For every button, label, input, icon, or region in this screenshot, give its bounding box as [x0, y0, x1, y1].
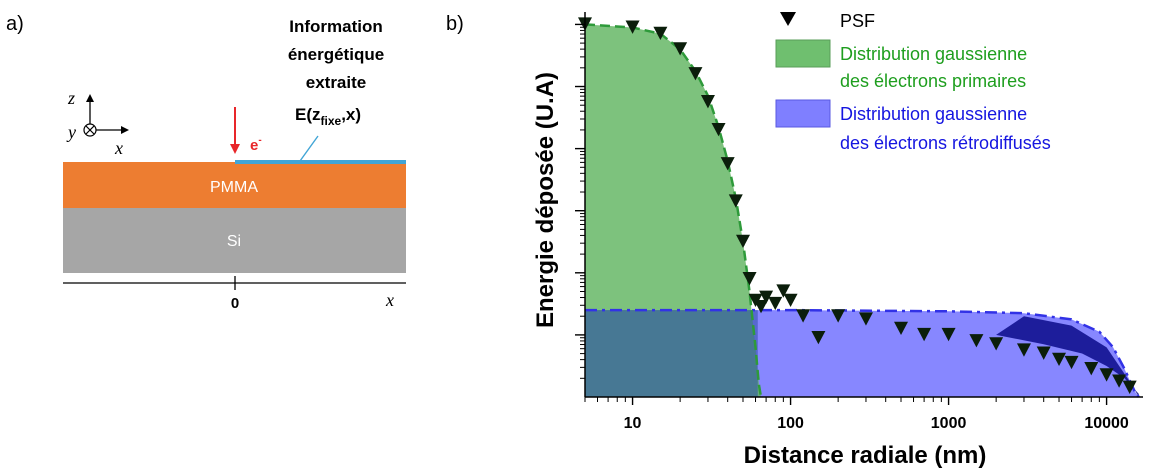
psf-marker	[1122, 380, 1137, 394]
psf-marker	[796, 309, 811, 323]
psf-marker	[917, 327, 932, 342]
psf-marker	[1016, 343, 1031, 357]
x-tick-label: 10000	[1084, 415, 1129, 432]
info-line-2: énergétique	[288, 45, 384, 64]
callout-line	[299, 135, 319, 162]
triad-z-label: z	[67, 88, 75, 108]
triad-y-cross-b	[85, 125, 95, 135]
psf-marker	[759, 290, 774, 304]
panel-a: a) Information énergétique extraite E(zf…	[6, 13, 406, 312]
triad-x-arrowhead	[121, 126, 129, 134]
psf-marker	[941, 327, 956, 342]
legend-primary-swatch	[775, 39, 831, 68]
area-primary	[585, 24, 761, 398]
legend-psf-marker	[780, 12, 796, 26]
si-layer	[63, 208, 406, 273]
psf-marker	[783, 293, 798, 308]
area-overlap	[585, 310, 758, 397]
plot-area	[578, 17, 1140, 398]
psf-marker	[989, 337, 1004, 351]
psf-marker	[894, 321, 909, 335]
beam-label: e-	[250, 135, 262, 154]
psf-marker	[625, 20, 640, 34]
psf-marker	[688, 67, 703, 81]
psf-marker	[1036, 346, 1051, 360]
panel-b: b) 10 100 1000 10000 Distance radiale (nm) …	[446, 11, 1143, 469]
legend-psf-label: PSF	[840, 11, 875, 31]
psf-marker	[1052, 352, 1067, 367]
psf-marker	[811, 331, 826, 345]
psf-marker	[858, 312, 873, 326]
psf-marker	[728, 194, 743, 208]
area-tail-dense	[996, 316, 1139, 397]
position-axis-label: x	[385, 290, 394, 310]
psf-marker	[720, 157, 735, 171]
x-tick-label: 100	[777, 415, 804, 432]
psf-marker	[1099, 368, 1114, 382]
psf-marker	[1064, 355, 1079, 370]
pmma-layer	[63, 162, 406, 208]
psf-marker	[742, 272, 757, 286]
psf-marker	[653, 26, 668, 41]
psf-marker	[1084, 362, 1099, 376]
fit-curve-backscattered	[585, 308, 1140, 398]
legend-primary-label-2: des électrons primaires	[840, 71, 1026, 91]
psf-marker	[700, 95, 715, 109]
triad-z-arrowhead	[86, 94, 94, 102]
psf-marker	[673, 42, 688, 56]
y-axis-ticks	[575, 23, 585, 379]
triad-y-label: y	[66, 122, 76, 142]
psf-marker	[1112, 374, 1127, 388]
psf-marker	[831, 309, 846, 323]
x-tick-label: 10	[624, 415, 642, 432]
panel-a-label: a)	[6, 13, 24, 35]
chart-fit-curves	[584, 23, 1140, 398]
legend-backscattered-label-2: des électrons rétrodiffusés	[840, 133, 1051, 153]
info-line-3: extraite	[306, 73, 366, 92]
legend-primary-label-1: Distribution gaussienne	[840, 44, 1027, 64]
panel-b-label: b)	[446, 13, 464, 35]
y-axis-title: Energie déposée (U.A)	[532, 72, 559, 328]
psf-marker	[768, 296, 783, 311]
x-axis-title: Distance radiale (nm)	[744, 442, 987, 469]
psf-marker	[969, 334, 984, 348]
origin-label: 0	[231, 295, 239, 312]
psf-marker	[754, 299, 769, 314]
x-tick-label: 1000	[931, 415, 967, 432]
legend: PSF Distribution gaussienne des électron…	[775, 11, 1051, 153]
info-energy: E(zfixe,x)	[295, 105, 361, 128]
legend-backscattered-label-1: Distribution gaussienne	[840, 104, 1027, 124]
pmma-label: PMMA	[210, 179, 258, 196]
si-label: Si	[227, 233, 241, 250]
psf-marker	[711, 122, 726, 137]
psf-marker	[776, 284, 791, 298]
triad-x-label: x	[114, 138, 123, 158]
info-line-1: Information	[289, 17, 383, 36]
x-axis-ticks: 10 100 1000 10000	[584, 397, 1129, 432]
legend-backscattered-swatch	[775, 99, 831, 128]
chart-areas	[585, 24, 1139, 398]
fit-curve-primary	[584, 23, 763, 398]
psf-marker	[736, 234, 751, 249]
beam-arrowhead	[230, 144, 240, 154]
